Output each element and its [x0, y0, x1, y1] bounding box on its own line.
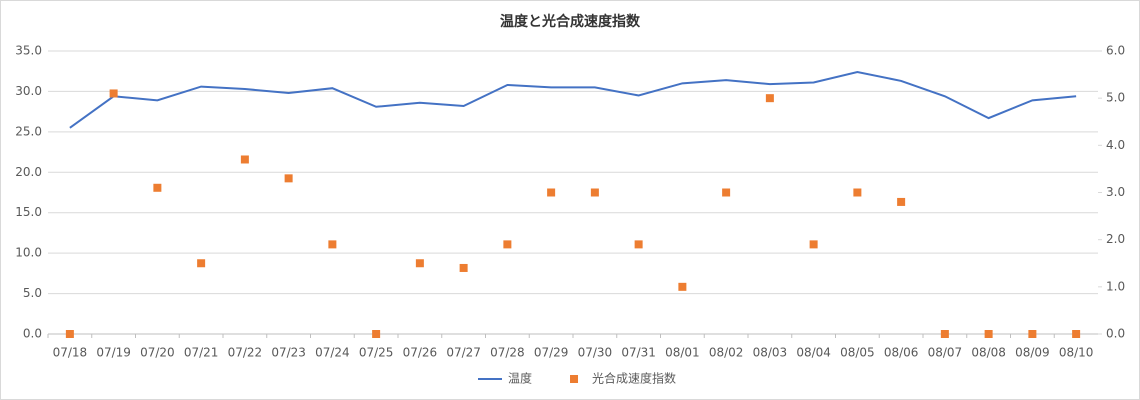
x-tick-label: 07/20	[140, 346, 175, 360]
x-tick-label: 07/27	[446, 346, 481, 360]
legend-label: 光合成速度指数	[592, 371, 676, 386]
y-tick-label: 10.0	[15, 246, 42, 260]
x-tick-label: 08/08	[971, 346, 1006, 360]
marker	[547, 188, 556, 197]
y2-tick-label: 0.0	[1106, 327, 1125, 341]
x-tick-label: 07/18	[53, 346, 88, 360]
x-tick-label: 07/30	[578, 346, 613, 360]
marker	[634, 240, 643, 249]
marker	[153, 183, 162, 192]
marker	[65, 330, 74, 338]
x-tick-label: 07/29	[534, 346, 569, 360]
x-tick-label: 08/07	[928, 346, 963, 360]
x-tick-label: 08/10	[1059, 346, 1094, 360]
x-tick-label: 07/24	[315, 346, 350, 360]
y2-tick-label: 5.0	[1106, 91, 1125, 105]
y-tick-label: 35.0	[15, 44, 42, 58]
x-tick-label: 07/31	[621, 346, 656, 360]
x-tick-label: 08/03	[753, 346, 788, 360]
marker	[722, 188, 731, 197]
x-tick-label: 08/05	[840, 346, 875, 360]
x-tick-label: 08/09	[1015, 346, 1050, 360]
marker	[765, 94, 774, 103]
x-tick-label: 08/04	[796, 346, 831, 360]
marker	[240, 155, 249, 164]
marker	[678, 282, 687, 291]
y2-tick-label: 2.0	[1106, 232, 1125, 246]
x-tick-label: 07/19	[96, 346, 131, 360]
y-tick-label: 20.0	[15, 165, 42, 179]
x-tick-label: 07/22	[228, 346, 263, 360]
y-tick-label: 25.0	[15, 124, 42, 138]
marker	[1028, 330, 1037, 338]
marker	[897, 197, 906, 206]
x-tick-label: 08/06	[884, 346, 919, 360]
x-tick-label: 08/02	[709, 346, 744, 360]
x-tick-label: 07/25	[359, 346, 394, 360]
y2-tick-label: 4.0	[1106, 138, 1125, 152]
legend-swatch	[570, 375, 579, 383]
x-tick-label: 07/23	[271, 346, 306, 360]
y2-tick-label: 1.0	[1106, 279, 1125, 293]
marker	[809, 240, 818, 249]
x-tick-label: 07/28	[490, 346, 525, 360]
marker	[284, 174, 293, 183]
marker	[197, 259, 206, 268]
y2-tick-label: 6.0	[1106, 44, 1125, 58]
y-tick-label: 30.0	[15, 84, 42, 98]
x-tick-label: 07/26	[403, 346, 438, 360]
y-tick-label: 0.0	[23, 327, 42, 341]
legend-label: 温度	[508, 371, 532, 386]
marker	[372, 330, 381, 338]
y-tick-label: 5.0	[23, 286, 42, 300]
x-tick-label: 08/01	[665, 346, 700, 360]
chart-title: 温度と光合成速度指数	[500, 13, 641, 30]
marker	[415, 259, 424, 268]
marker	[109, 89, 118, 98]
line-series	[69, 70, 1077, 129]
marker	[590, 188, 599, 197]
x-tick-label: 07/21	[184, 346, 219, 360]
marker	[503, 240, 512, 249]
marker	[940, 330, 949, 338]
marker	[328, 240, 337, 249]
marker	[1072, 330, 1081, 338]
marker	[853, 188, 862, 197]
marker	[459, 263, 468, 272]
y-tick-label: 15.0	[15, 205, 42, 219]
y2-tick-label: 3.0	[1106, 185, 1125, 199]
marker	[984, 330, 993, 338]
